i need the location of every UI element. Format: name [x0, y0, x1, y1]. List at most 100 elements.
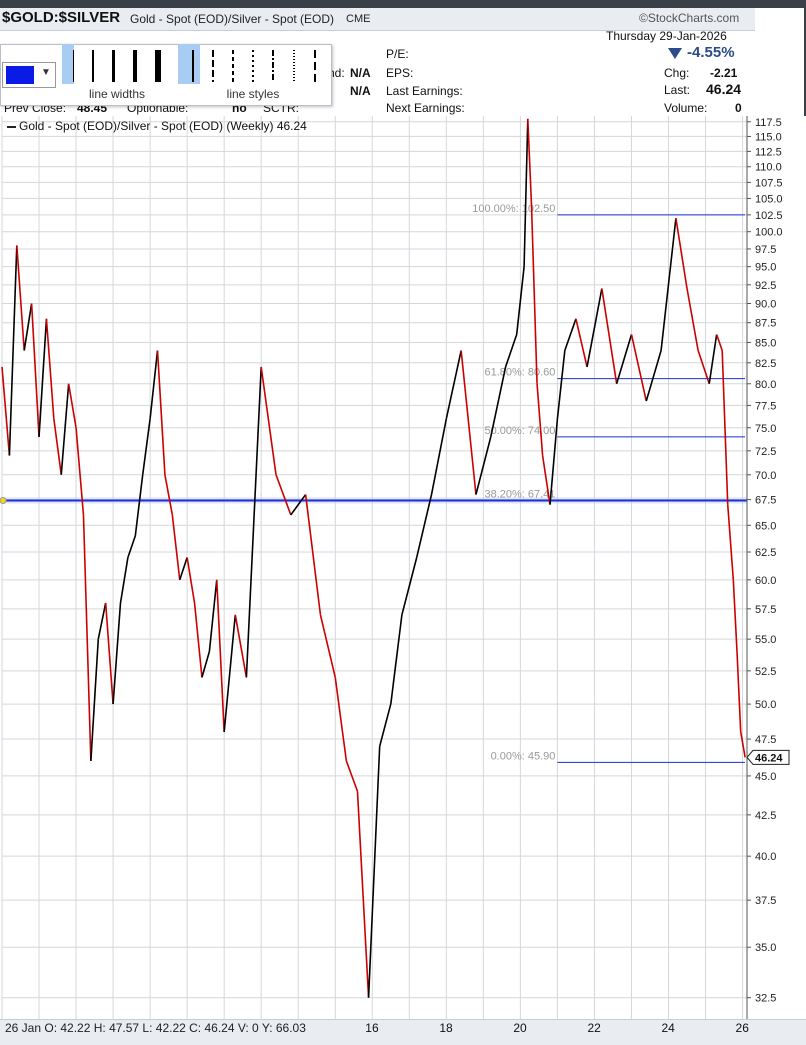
y-tick-label: 115.0: [755, 131, 782, 143]
price-line-segment: [526, 118, 533, 205]
chart-date: Thursday 29-Jan-2026: [606, 29, 727, 43]
price-line-segment: [504, 334, 518, 368]
price-line-segment: [215, 579, 225, 732]
pe-label: P/E:: [386, 47, 409, 61]
price-line-segment: [715, 334, 723, 351]
price-line-segment: [556, 350, 566, 419]
price-line-segment: [97, 602, 107, 640]
price-line-segment: [378, 703, 392, 747]
price-line-segment: [275, 474, 292, 516]
legend-text: Gold - Spot (EOD)/Silver - Spot (EOD) (W…: [19, 119, 307, 133]
price-line-segment: [575, 318, 588, 368]
y-tick-label: 110.0: [755, 162, 782, 174]
price-line-segment: [119, 557, 129, 604]
y-tick-label: 60.0: [755, 575, 776, 587]
price-line-segment: [334, 677, 348, 762]
y-tick-label: 100.0: [755, 227, 783, 239]
price-line-segment: [149, 350, 159, 419]
price-line-segment: [164, 474, 174, 516]
price-line-segment: [201, 651, 211, 678]
y-tick-label: 42.5: [755, 810, 776, 822]
price-line-segment: [178, 557, 188, 581]
color-swatch: [6, 66, 34, 84]
price-line-segment: [541, 455, 551, 505]
ticker-description: Gold - Spot (EOD)/Silver - Spot (EOD): [130, 12, 335, 26]
price-line-segment: [721, 350, 729, 505]
price-line-segment: [1, 366, 11, 456]
fib-level-label: 61.80%: 80.60: [484, 367, 555, 379]
volume-value: 0: [735, 101, 742, 115]
y-tick-label: 95.0: [755, 262, 776, 274]
y-axis-panel: [747, 116, 806, 1019]
y-tick-label: 97.5: [755, 244, 776, 256]
y-tick-label: 47.5: [755, 734, 776, 746]
y-tick-label: 67.5: [755, 495, 776, 507]
y-tick-label: 45.0: [755, 771, 776, 783]
price-line-segment: [45, 318, 55, 419]
price-line-segment: [686, 288, 699, 351]
line-styles-icon: [178, 44, 316, 84]
last-value-tag: 46.24: [746, 749, 790, 765]
price-line-segment: [53, 418, 63, 475]
ohlc-readout: 26 Jan O: 42.22 H: 47.57 L: 42.22 C: 46.…: [5, 1021, 306, 1035]
price-line-segment: [16, 245, 26, 351]
x-tick-label: 20: [513, 1021, 527, 1035]
y-tick-label: 80.0: [755, 379, 776, 391]
price-line-segment: [82, 514, 92, 761]
price-line-segment: [601, 288, 618, 384]
price-line-segment: [186, 557, 196, 604]
line-color-picker[interactable]: ▼: [2, 62, 56, 88]
chg-value: -2.21: [710, 66, 738, 80]
dividend-label: nd:: [328, 66, 345, 80]
price-line-segment: [304, 494, 322, 615]
volume-label: Volume:: [664, 101, 708, 115]
line-styles-label: line styles: [226, 87, 280, 101]
chart-legend: Gold - Spot (EOD)/Silver - Spot (EOD) (W…: [7, 119, 307, 133]
price-line-segment: [739, 731, 746, 758]
price-line-segment: [38, 318, 48, 437]
line-widths-icon: [62, 44, 161, 84]
exchange-label: CME: [346, 13, 371, 25]
price-line-segment: [60, 383, 70, 475]
price-line-segment: [530, 204, 538, 384]
price-line-segment: [401, 557, 418, 615]
price-line-segment: [75, 427, 85, 515]
line-handle-left[interactable]: [0, 496, 7, 504]
y-tick-label: 62.5: [755, 547, 776, 559]
price-line-segment: [67, 383, 77, 428]
y-tick-label: 65.0: [755, 520, 776, 532]
ticker-symbol[interactable]: $GOLD:$SILVER: [2, 9, 121, 26]
price-line-segment: [367, 746, 381, 998]
line-widths-selector[interactable]: line widths: [62, 44, 172, 102]
price-line-segment: [319, 614, 337, 678]
y-tick-label: 37.5: [755, 895, 776, 907]
price-line-segment: [630, 334, 648, 402]
price-line-segment: [223, 614, 237, 732]
y-tick-label: 102.5: [755, 210, 783, 222]
price-line-segment: [549, 418, 559, 505]
brand-logo: ©StockCharts.com: [639, 11, 740, 25]
price-line-segment: [445, 350, 462, 419]
last-label: Last:: [664, 83, 691, 97]
price-line-segment: [536, 383, 544, 456]
y-tick-label: 87.5: [755, 318, 776, 330]
price-line-segment: [171, 514, 181, 580]
y-tick-label: 40.0: [755, 851, 776, 863]
y-tick-label: 57.5: [755, 604, 776, 616]
price-line-segment: [141, 418, 151, 475]
price-chart[interactable]: 100.00%: 102.50 61.80%: 80.60 50.00%: 74.0…: [0, 116, 806, 1019]
price-line-segment: [104, 602, 114, 705]
price-line-segment: [127, 535, 137, 558]
chg-label: Chg:: [664, 66, 690, 80]
price-line-segment: [415, 494, 433, 558]
change-percent: -4.55%: [687, 44, 735, 61]
y-tick-label: 75.0: [755, 423, 776, 435]
x-tick-label: 26: [735, 1021, 749, 1035]
chevron-down-icon: ▼: [41, 67, 51, 78]
price-line-segment: [356, 791, 370, 998]
price-line-segment: [475, 436, 492, 495]
line-styles-selector[interactable]: line styles: [178, 44, 328, 102]
legend-line-icon: [7, 125, 16, 128]
y-tick-label: 50.0: [755, 699, 776, 711]
